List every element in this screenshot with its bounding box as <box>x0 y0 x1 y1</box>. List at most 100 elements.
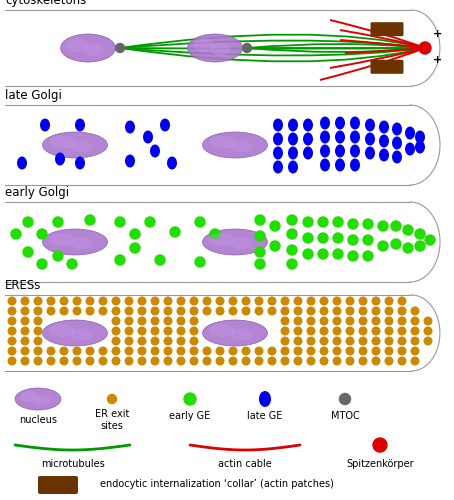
Ellipse shape <box>320 116 330 130</box>
Circle shape <box>125 357 133 365</box>
Text: early GE: early GE <box>169 411 211 421</box>
Ellipse shape <box>70 238 93 249</box>
Circle shape <box>287 229 297 239</box>
Circle shape <box>99 307 107 315</box>
Circle shape <box>303 249 313 259</box>
Ellipse shape <box>230 238 253 249</box>
Ellipse shape <box>335 130 345 143</box>
Circle shape <box>112 337 120 345</box>
Circle shape <box>419 42 431 54</box>
Ellipse shape <box>350 116 360 130</box>
Circle shape <box>151 327 159 335</box>
Text: +: + <box>434 55 443 65</box>
Circle shape <box>229 347 237 355</box>
Circle shape <box>333 249 343 259</box>
Circle shape <box>21 347 29 355</box>
FancyBboxPatch shape <box>38 476 78 494</box>
Circle shape <box>398 337 406 345</box>
Ellipse shape <box>350 158 360 172</box>
Circle shape <box>37 259 47 269</box>
Circle shape <box>320 307 328 315</box>
Circle shape <box>333 297 341 305</box>
Circle shape <box>372 317 380 325</box>
Circle shape <box>216 347 224 355</box>
Circle shape <box>203 307 211 315</box>
Circle shape <box>125 337 133 345</box>
Circle shape <box>303 217 313 227</box>
Ellipse shape <box>288 118 298 132</box>
Circle shape <box>372 297 380 305</box>
Circle shape <box>99 347 107 355</box>
Ellipse shape <box>392 136 402 149</box>
Ellipse shape <box>70 140 93 152</box>
Circle shape <box>203 297 211 305</box>
Circle shape <box>138 357 146 365</box>
Circle shape <box>34 357 42 365</box>
Circle shape <box>99 357 107 365</box>
Circle shape <box>307 347 315 355</box>
Circle shape <box>73 297 81 305</box>
Circle shape <box>138 337 146 345</box>
Circle shape <box>37 229 47 239</box>
Ellipse shape <box>150 144 160 158</box>
Circle shape <box>333 233 343 243</box>
Circle shape <box>115 44 124 52</box>
Circle shape <box>411 347 419 355</box>
Circle shape <box>242 307 250 315</box>
Circle shape <box>130 229 140 239</box>
Circle shape <box>346 357 354 365</box>
Circle shape <box>164 307 172 315</box>
Circle shape <box>151 297 159 305</box>
Circle shape <box>425 235 435 245</box>
Circle shape <box>34 347 42 355</box>
Circle shape <box>242 44 252 52</box>
Circle shape <box>294 307 302 315</box>
Circle shape <box>255 247 265 257</box>
Circle shape <box>398 297 406 305</box>
Ellipse shape <box>415 140 425 153</box>
Ellipse shape <box>55 152 65 166</box>
Ellipse shape <box>273 160 283 173</box>
Ellipse shape <box>193 38 215 52</box>
Text: Spitzenkörper: Spitzenkörper <box>346 459 414 469</box>
Circle shape <box>11 229 21 239</box>
Ellipse shape <box>188 34 242 62</box>
Ellipse shape <box>160 118 170 132</box>
Circle shape <box>112 317 120 325</box>
Ellipse shape <box>75 156 85 170</box>
Circle shape <box>398 327 406 335</box>
Circle shape <box>112 357 120 365</box>
Circle shape <box>229 297 237 305</box>
Circle shape <box>255 231 265 241</box>
Circle shape <box>47 307 55 315</box>
Circle shape <box>164 337 172 345</box>
Circle shape <box>73 347 81 355</box>
Text: microtubules: microtubules <box>41 459 105 469</box>
Circle shape <box>363 251 373 261</box>
Circle shape <box>403 225 413 235</box>
Circle shape <box>373 438 387 452</box>
Circle shape <box>112 307 120 315</box>
Circle shape <box>411 337 419 345</box>
Circle shape <box>255 307 263 315</box>
Circle shape <box>164 347 172 355</box>
Text: endocytic internalization ‘collar’ (actin patches): endocytic internalization ‘collar’ (acti… <box>100 479 334 489</box>
Circle shape <box>372 357 380 365</box>
Circle shape <box>73 307 81 315</box>
Ellipse shape <box>335 158 345 172</box>
Circle shape <box>372 337 380 345</box>
Ellipse shape <box>66 38 88 52</box>
Ellipse shape <box>209 136 235 149</box>
Circle shape <box>268 297 276 305</box>
Circle shape <box>99 297 107 305</box>
Circle shape <box>255 215 265 225</box>
Ellipse shape <box>320 158 330 172</box>
Circle shape <box>177 357 185 365</box>
Circle shape <box>281 337 289 345</box>
Circle shape <box>21 297 29 305</box>
Text: MTOC: MTOC <box>331 411 360 421</box>
Ellipse shape <box>365 146 375 160</box>
Circle shape <box>320 327 328 335</box>
Ellipse shape <box>303 132 313 145</box>
Circle shape <box>318 249 328 259</box>
